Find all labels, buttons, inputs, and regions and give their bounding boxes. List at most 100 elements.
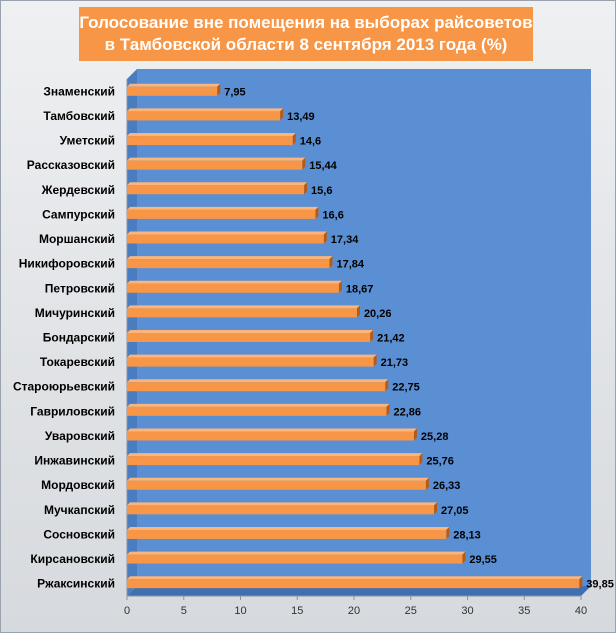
bar bbox=[127, 403, 390, 416]
bar-front-face bbox=[127, 160, 303, 170]
value-label: 17,84 bbox=[336, 259, 364, 271]
bar-top-face bbox=[127, 477, 429, 481]
bar-front-face bbox=[127, 209, 316, 219]
bar-end-face bbox=[419, 453, 423, 466]
bar-end-face bbox=[373, 354, 377, 367]
bar-top-face bbox=[127, 182, 308, 186]
value-label: 25,76 bbox=[426, 456, 454, 468]
bar-front-face bbox=[127, 579, 580, 589]
bar-front-face bbox=[127, 505, 435, 515]
category-label: Староюрьевский bbox=[13, 380, 115, 394]
bar bbox=[127, 453, 423, 466]
bar bbox=[127, 379, 389, 392]
bar-end-face bbox=[579, 576, 583, 589]
bar bbox=[127, 108, 284, 121]
bar bbox=[127, 206, 319, 219]
value-label: 13,49 bbox=[287, 111, 315, 123]
bar-top-face bbox=[127, 206, 319, 210]
bar-front-face bbox=[127, 480, 426, 490]
bar bbox=[127, 477, 429, 490]
bar-top-face bbox=[127, 379, 389, 383]
bar-top-face bbox=[127, 354, 377, 358]
value-label: 27,05 bbox=[441, 505, 469, 517]
bar-top-face bbox=[127, 428, 417, 432]
x-tick-label: 35 bbox=[518, 605, 530, 617]
category-label: Рассказовский bbox=[27, 158, 115, 172]
bar-front-face bbox=[127, 529, 447, 539]
category-label: Сосновский bbox=[43, 527, 115, 541]
bar-end-face bbox=[338, 280, 342, 293]
bar-end-face bbox=[217, 83, 221, 96]
bar-front-face bbox=[127, 283, 339, 293]
x-tick-label: 20 bbox=[348, 605, 360, 617]
bar-end-face bbox=[446, 526, 450, 539]
value-label: 15,6 bbox=[311, 185, 332, 197]
bar bbox=[127, 428, 417, 441]
value-label: 15,44 bbox=[309, 160, 337, 172]
bar-end-face bbox=[304, 182, 308, 195]
chart-title: Голосование вне помещения на выборах рай… bbox=[79, 13, 533, 54]
bar-top-face bbox=[127, 330, 374, 333]
x-tick-label: 40 bbox=[575, 605, 587, 617]
bar-top-face bbox=[127, 133, 296, 137]
bar-top-face bbox=[127, 526, 450, 530]
bar-top-face bbox=[127, 280, 342, 284]
bar-end-face bbox=[323, 231, 327, 244]
bar bbox=[127, 133, 296, 146]
bar-front-face bbox=[127, 333, 371, 342]
bar bbox=[127, 502, 438, 515]
category-label: Мучкапский bbox=[44, 503, 115, 517]
value-label: 16,6 bbox=[322, 209, 343, 221]
bar-end-face bbox=[329, 256, 333, 269]
value-label: 18,67 bbox=[346, 283, 374, 295]
category-label: Знаменский bbox=[43, 84, 115, 98]
bar bbox=[127, 330, 374, 342]
bar-top-face bbox=[127, 502, 438, 506]
bar-end-face bbox=[280, 108, 284, 121]
bar-top-face bbox=[127, 157, 306, 161]
bar-front-face bbox=[127, 357, 374, 367]
bar bbox=[127, 157, 306, 170]
category-label: Инжавинский bbox=[34, 454, 115, 468]
value-label: 14,6 bbox=[300, 136, 321, 148]
bar-end-face bbox=[462, 551, 466, 564]
category-label: Бондарский bbox=[43, 331, 115, 345]
bar-front-face bbox=[127, 431, 414, 441]
value-label: 21,73 bbox=[381, 357, 409, 369]
bar-front-face bbox=[127, 554, 463, 564]
x-tick-label: 15 bbox=[291, 605, 303, 617]
bar-top-face bbox=[127, 551, 466, 555]
x-tick-label: 10 bbox=[234, 605, 246, 617]
category-label: Моршанский bbox=[39, 232, 115, 246]
bar-front-face bbox=[127, 259, 330, 269]
category-label: Кирсановский bbox=[30, 552, 115, 566]
category-label: Токаревский bbox=[40, 355, 115, 369]
value-label: 21,42 bbox=[377, 333, 405, 345]
bar-end-face bbox=[434, 502, 438, 515]
chart-title-box: Голосование вне помещения на выборах рай… bbox=[79, 7, 533, 61]
value-label: 39,85 bbox=[586, 579, 614, 591]
bar-top-face bbox=[127, 576, 583, 580]
bar-front-face bbox=[127, 185, 305, 195]
bar-front-face bbox=[127, 111, 281, 121]
bar bbox=[127, 526, 450, 539]
bar-end-face bbox=[302, 157, 306, 170]
bar-end-face bbox=[292, 133, 296, 146]
bar-top-face bbox=[127, 108, 284, 112]
value-label: 29,55 bbox=[469, 554, 497, 566]
bar-front-face bbox=[127, 308, 357, 318]
value-label: 25,28 bbox=[421, 431, 449, 443]
bar-end-face bbox=[356, 305, 360, 318]
bar-top-face bbox=[127, 453, 423, 457]
bar bbox=[127, 354, 377, 367]
bar-end-face bbox=[385, 379, 389, 392]
bar-front-face bbox=[127, 86, 218, 96]
x-tick-label: 0 bbox=[124, 605, 130, 617]
category-label: Ржаксинский bbox=[37, 577, 115, 591]
bar-front-face bbox=[127, 136, 293, 146]
category-label: Жердевский bbox=[41, 183, 115, 197]
value-label: 22,86 bbox=[393, 406, 421, 418]
value-label: 7,95 bbox=[224, 86, 245, 98]
